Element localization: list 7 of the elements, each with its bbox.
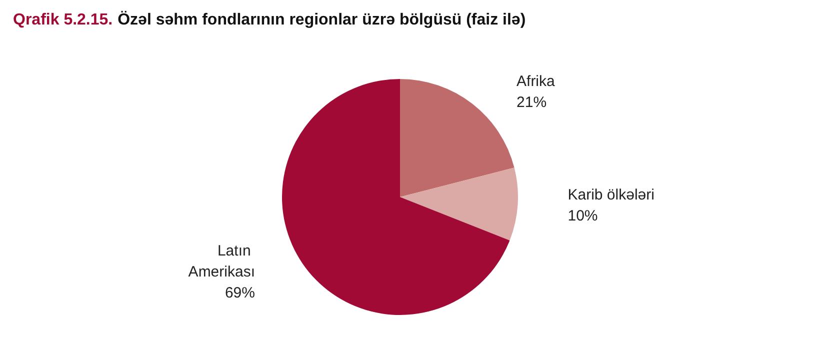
- data-label: 21%: [516, 94, 547, 111]
- data-label: 10%: [568, 207, 598, 224]
- data-label: 69%: [224, 284, 255, 302]
- slice-label: Afrika: [516, 72, 556, 90]
- slice-label: Karib ölkələri: [568, 186, 654, 204]
- slice-label: Latın Amerikası: [188, 242, 255, 280]
- chart-title: Qrafik 5.2.15. Özəl səhm fondlarının regionlar üzrə bölgüsü (faiz ilə): [13, 10, 526, 28]
